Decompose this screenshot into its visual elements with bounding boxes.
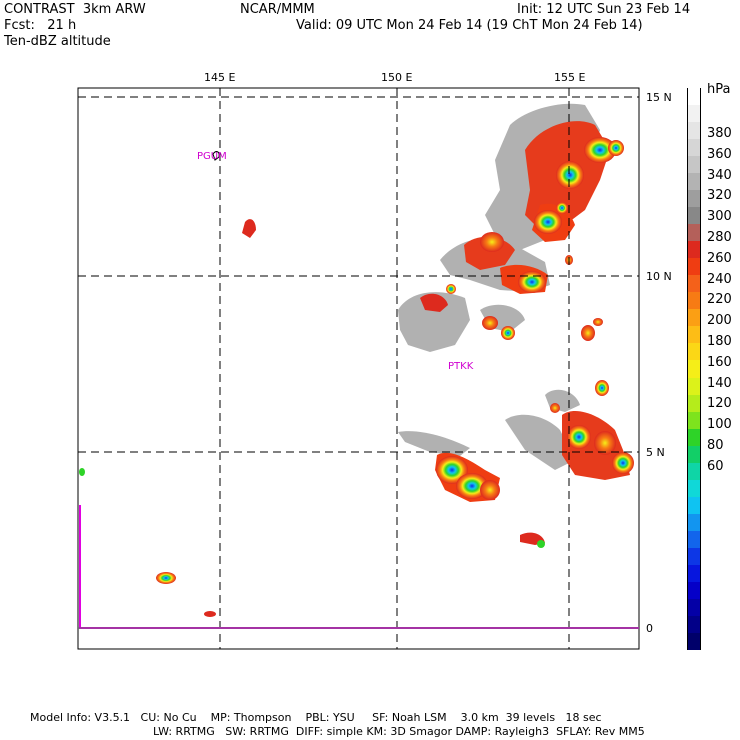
station-pgum: PGUM	[197, 151, 227, 162]
colorbar-swatch	[687, 394, 701, 413]
colorbar-swatch	[687, 241, 701, 259]
lon-label-155: 155 E	[554, 71, 586, 84]
colorbar-swatch	[687, 139, 701, 157]
lat-label-5n: 5 N	[646, 446, 665, 459]
lat-label-10n: 10 N	[646, 270, 672, 283]
lat-label-0: 0	[646, 622, 653, 635]
colorbar-label: 120	[707, 396, 732, 412]
colorbar-swatch	[687, 258, 701, 276]
colorbar-swatch	[687, 122, 701, 140]
colorbar-label: 240	[707, 271, 732, 287]
colorbar-swatch	[687, 275, 701, 293]
colorbar-label: 280	[707, 230, 732, 245]
colorbar-swatch	[687, 513, 701, 532]
colorbar-swatch	[687, 156, 701, 174]
colorbar-label: 200	[707, 313, 732, 329]
colorbar-swatch	[687, 190, 701, 208]
colorbar-swatch	[687, 615, 701, 634]
model-title: CONTRAST 3km ARW	[4, 2, 146, 17]
colorbar-swatch	[687, 207, 701, 225]
lon-label-145: 145 E	[204, 71, 236, 84]
colorbar-label: 300	[707, 209, 732, 225]
colorbar-swatch	[687, 377, 701, 396]
colorbar-label: 180	[707, 334, 732, 349]
lat-label-15n: 15 N	[646, 91, 672, 104]
colorbar-label: 160	[707, 354, 732, 370]
colorbar-label: 360	[707, 146, 732, 162]
colorbar-swatch	[687, 428, 701, 447]
colorbar-unit: hPa	[707, 82, 731, 97]
lon-label-150: 150 E	[381, 71, 413, 84]
forecast-hour: Fcst: 21 h	[4, 18, 77, 33]
colorbar-label: 80	[707, 438, 724, 453]
colorbar-swatch	[687, 326, 701, 344]
colorbar-swatch	[687, 445, 701, 464]
init-time: Init: 12 UTC Sun 23 Feb 14	[517, 2, 691, 17]
colorbar-swatch	[687, 173, 701, 191]
station-ptkk: PTKK	[448, 361, 474, 372]
colorbar-swatch	[687, 224, 701, 242]
institution: NCAR/MMM	[240, 2, 315, 17]
colorbar-swatch	[687, 598, 701, 617]
colorbar-swatch	[687, 547, 701, 566]
colorbar-label: 140	[707, 375, 732, 391]
colorbar-swatch	[687, 462, 701, 481]
lat-lon-grid	[78, 88, 639, 649]
colorbar-swatch	[687, 581, 701, 600]
colorbar-swatch	[687, 530, 701, 549]
colorbar-label: 320	[707, 188, 732, 204]
colorbar-swatch	[687, 411, 701, 430]
colorbar-swatch	[687, 88, 701, 106]
guam-coast	[212, 151, 220, 161]
colorbar-swatch	[687, 564, 701, 583]
storm-cores	[79, 137, 634, 617]
colorbar-swatch	[687, 632, 701, 651]
colorbar-label: 380	[707, 126, 732, 141]
colorbar-swatch	[687, 343, 701, 361]
colorbar-label: 220	[707, 292, 732, 308]
colorbar-swatch	[687, 292, 701, 310]
colorbar-swatch	[687, 360, 701, 378]
model-info-line1: Model Info: V3.5.1 CU: No Cu MP: Thompso…	[30, 711, 602, 724]
colorbar-swatch	[687, 496, 701, 515]
model-info-line2: LW: RRTMG SW: RRTMG DIFF: simple KM: 3D …	[153, 725, 645, 738]
colorbar-swatch	[687, 479, 701, 498]
field-name: Ten-dBZ altitude	[4, 34, 111, 49]
colorbar-swatch	[687, 105, 701, 123]
colorbar-label: 100	[707, 417, 732, 433]
colorbar-swatch	[687, 309, 701, 327]
colorbar-label: 340	[707, 167, 732, 183]
colorbar-label: 60	[707, 458, 724, 474]
valid-time: Valid: 09 UTC Mon 24 Feb 14 (19 ChT Mon …	[296, 18, 643, 33]
colorbar-label: 260	[707, 250, 732, 266]
